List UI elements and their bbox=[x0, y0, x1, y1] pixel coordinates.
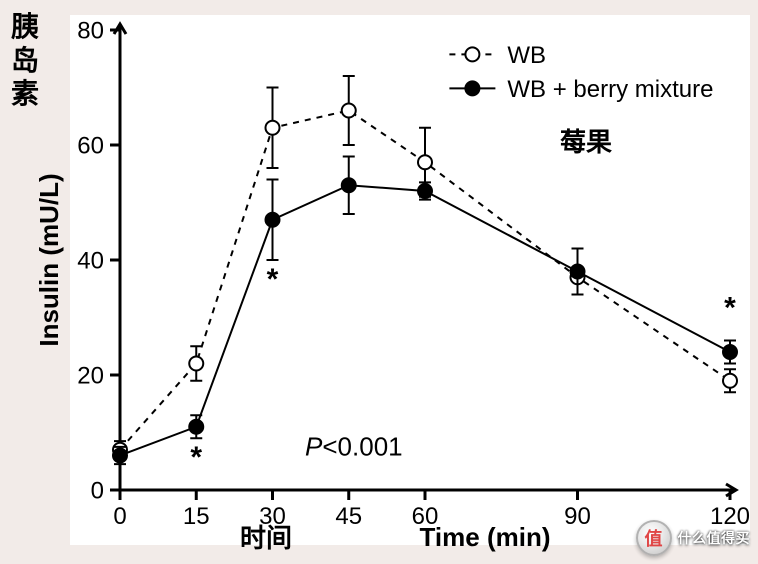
svg-text:45: 45 bbox=[335, 503, 362, 530]
svg-text:0: 0 bbox=[113, 503, 126, 530]
svg-text:60: 60 bbox=[77, 132, 104, 159]
svg-text:0: 0 bbox=[91, 477, 104, 504]
svg-text:*: * bbox=[190, 441, 202, 474]
cn-ylabel-char1: 胰 bbox=[10, 10, 40, 44]
watermark: 值 什么值得买 bbox=[636, 520, 751, 556]
cn-berry-overlay: 莓果 bbox=[560, 122, 612, 159]
svg-text:WB + berry mixture: WB + berry mixture bbox=[507, 76, 713, 103]
svg-text:40: 40 bbox=[77, 247, 104, 274]
cn-ylabel-char3: 素 bbox=[10, 77, 40, 111]
svg-text:*: * bbox=[267, 263, 279, 296]
svg-text:P<0.001: P<0.001 bbox=[305, 432, 403, 462]
insulin-chart: 01530456090120020406080Time (min)Insulin… bbox=[0, 0, 758, 564]
svg-text:*: * bbox=[724, 292, 736, 325]
cn-ylabel-overlay: 胰 岛 素 bbox=[10, 10, 40, 111]
svg-text:15: 15 bbox=[183, 503, 210, 530]
cn-ylabel-char2: 岛 bbox=[10, 44, 40, 78]
watermark-badge: 值 bbox=[636, 520, 672, 556]
cn-xlabel-overlay: 时间 bbox=[240, 518, 292, 555]
svg-text:20: 20 bbox=[77, 362, 104, 389]
watermark-text: 什么值得买 bbox=[678, 528, 751, 548]
svg-text:Time (min): Time (min) bbox=[420, 522, 551, 552]
svg-text:Insulin (mU/L): Insulin (mU/L) bbox=[34, 173, 64, 346]
svg-text:WB: WB bbox=[507, 42, 546, 69]
svg-text:90: 90 bbox=[564, 503, 591, 530]
svg-text:80: 80 bbox=[77, 17, 104, 44]
